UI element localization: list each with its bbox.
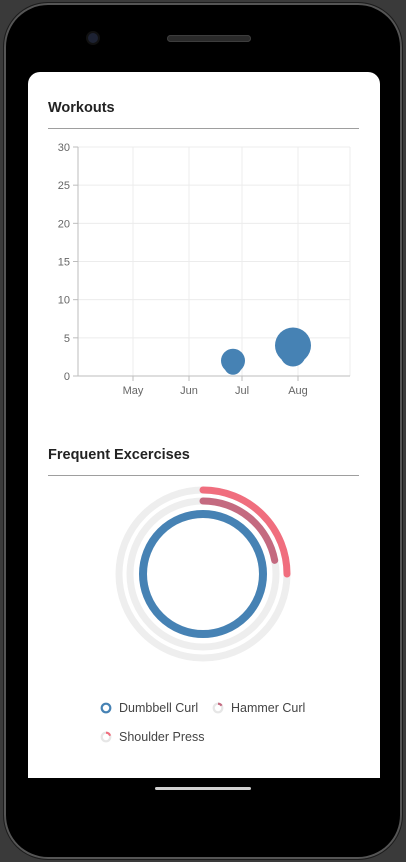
legend-item-hammer-curl[interactable]: Hammer Curl xyxy=(212,701,305,715)
legend-ring-icon xyxy=(100,731,112,743)
data-point xyxy=(275,327,311,367)
exercises-divider xyxy=(48,475,359,476)
workouts-chart: 0 5 10 15 20 25 30 May Jun Jul Aug xyxy=(58,142,351,397)
earpiece-speaker xyxy=(167,35,251,42)
legend-ring-icon xyxy=(100,702,112,714)
home-indicator[interactable] xyxy=(155,787,251,790)
front-camera xyxy=(88,33,98,43)
x-tick-label: May xyxy=(123,385,144,397)
data-point-bubble-tail xyxy=(224,357,242,375)
radial-track xyxy=(126,497,280,651)
legend-item-dumbbell-curl[interactable]: Dumbbell Curl xyxy=(100,701,198,715)
legend-item-shoulder-press[interactable]: Shoulder Press xyxy=(100,730,204,744)
y-tick-label: 15 xyxy=(58,257,70,269)
y-tick-label: 30 xyxy=(58,142,70,154)
y-tick-label: 20 xyxy=(58,218,70,230)
radial-bar xyxy=(139,510,267,638)
y-tick-label: 0 xyxy=(64,371,70,383)
radial-track xyxy=(115,486,291,662)
workouts-title: Workouts xyxy=(48,100,115,116)
workouts-divider xyxy=(48,128,359,129)
y-tick-label: 25 xyxy=(58,180,70,192)
legend-ring-icon xyxy=(212,702,224,714)
data-point xyxy=(221,348,245,375)
legend-label: Hammer Curl xyxy=(231,701,306,715)
data-point-bubble-tail xyxy=(280,340,306,367)
legend-label: Dumbbell Curl xyxy=(119,701,199,715)
exercises-title: Frequent Excercises xyxy=(48,447,190,463)
y-tick-label: 10 xyxy=(58,295,70,307)
x-tick-label: Jun xyxy=(180,385,198,397)
app-screen: Workouts 0 5 10 15 20 25 30 May Jun Jul Aug Freque… xyxy=(28,72,380,778)
radial-bar xyxy=(199,486,291,578)
y-tick-label: 5 xyxy=(64,333,70,345)
radial-track xyxy=(139,510,267,638)
radial-bar xyxy=(199,497,279,564)
legend-label: Shoulder Press xyxy=(119,730,205,744)
x-tick-label: Aug xyxy=(288,385,308,397)
x-tick-label: Jul xyxy=(235,385,249,397)
